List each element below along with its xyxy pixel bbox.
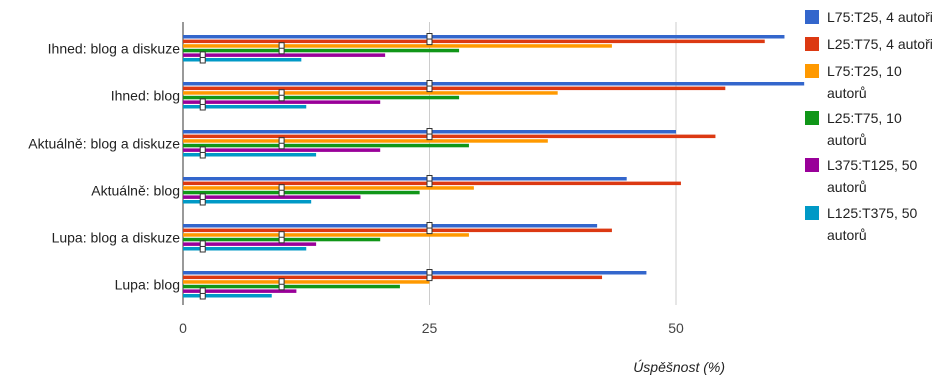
bar[interactable] xyxy=(183,271,647,275)
legend-swatch xyxy=(805,10,819,24)
legend-entry[interactable]: L75:T25, 4 autoři xyxy=(827,9,933,25)
legend-entry[interactable]: L75:T25, 10 autorů xyxy=(827,63,902,101)
bar[interactable] xyxy=(183,247,307,251)
category-label: Lupa: blog a diskuze xyxy=(52,229,181,245)
category-label: Ihned: blog xyxy=(111,87,180,103)
bar[interactable] xyxy=(183,284,400,289)
bar[interactable] xyxy=(183,105,307,109)
bar[interactable] xyxy=(183,44,612,48)
legend-entry[interactable]: L125:T375, 50 autorů xyxy=(827,205,918,243)
bar[interactable] xyxy=(183,100,381,104)
bar[interactable] xyxy=(183,39,765,44)
bar[interactable] xyxy=(183,275,603,280)
bar[interactable] xyxy=(183,177,627,181)
bar[interactable] xyxy=(183,139,548,143)
legend-swatch xyxy=(805,158,819,172)
bar[interactable] xyxy=(183,190,420,195)
bars xyxy=(183,35,805,298)
bar[interactable] xyxy=(183,280,430,284)
category-label: Ihned: blog a diskuze xyxy=(48,40,181,56)
bar[interactable] xyxy=(183,186,474,190)
bar[interactable] xyxy=(183,200,312,204)
bar[interactable] xyxy=(183,294,272,298)
legend-entry[interactable]: L25:T75, 4 autoři xyxy=(827,36,933,52)
category-label: Lupa: blog xyxy=(115,276,180,292)
x-tick-label: 0 xyxy=(179,320,187,336)
legend-swatch xyxy=(805,37,819,51)
x-tick-labels: 0 25 50 xyxy=(179,320,684,336)
bar[interactable] xyxy=(183,224,598,228)
grid xyxy=(182,22,677,305)
bar[interactable] xyxy=(183,148,381,152)
bar[interactable] xyxy=(183,82,805,86)
bar[interactable] xyxy=(183,242,317,246)
legend[interactable]: L75:T25, 4 autoři L25:T75, 4 autoři L75:T2… xyxy=(805,9,933,243)
bar[interactable] xyxy=(183,91,558,95)
bar[interactable] xyxy=(183,86,726,91)
category-label: Aktuálně: blog a diskuze xyxy=(28,135,180,151)
bar[interactable] xyxy=(183,153,317,157)
legend-entry[interactable]: L25:T75, 10 autorů xyxy=(827,110,902,148)
category-label: Aktuálně: blog xyxy=(91,182,180,198)
bar[interactable] xyxy=(183,58,302,62)
category-labels: Ihned: blog a diskuze Ihned: blog Aktuálně… xyxy=(28,40,180,292)
bar[interactable] xyxy=(183,53,386,57)
legend-entry[interactable]: L375:T125, 50 autorů xyxy=(827,157,918,195)
x-tick-label: 50 xyxy=(668,320,684,336)
interval-markers xyxy=(199,33,433,300)
bar[interactable] xyxy=(183,95,460,100)
x-axis-title: Úspěšnost (%) xyxy=(633,359,725,375)
bar[interactable] xyxy=(183,233,469,237)
x-tick-label: 25 xyxy=(422,320,438,336)
bar[interactable] xyxy=(183,289,297,293)
bar[interactable] xyxy=(183,228,612,233)
legend-swatch xyxy=(805,206,819,220)
bar[interactable] xyxy=(183,195,361,199)
bar[interactable] xyxy=(183,143,469,148)
legend-swatch xyxy=(805,111,819,125)
bar[interactable] xyxy=(183,35,785,39)
legend-swatch xyxy=(805,64,819,78)
bar[interactable] xyxy=(183,48,460,53)
bar[interactable] xyxy=(183,134,716,139)
